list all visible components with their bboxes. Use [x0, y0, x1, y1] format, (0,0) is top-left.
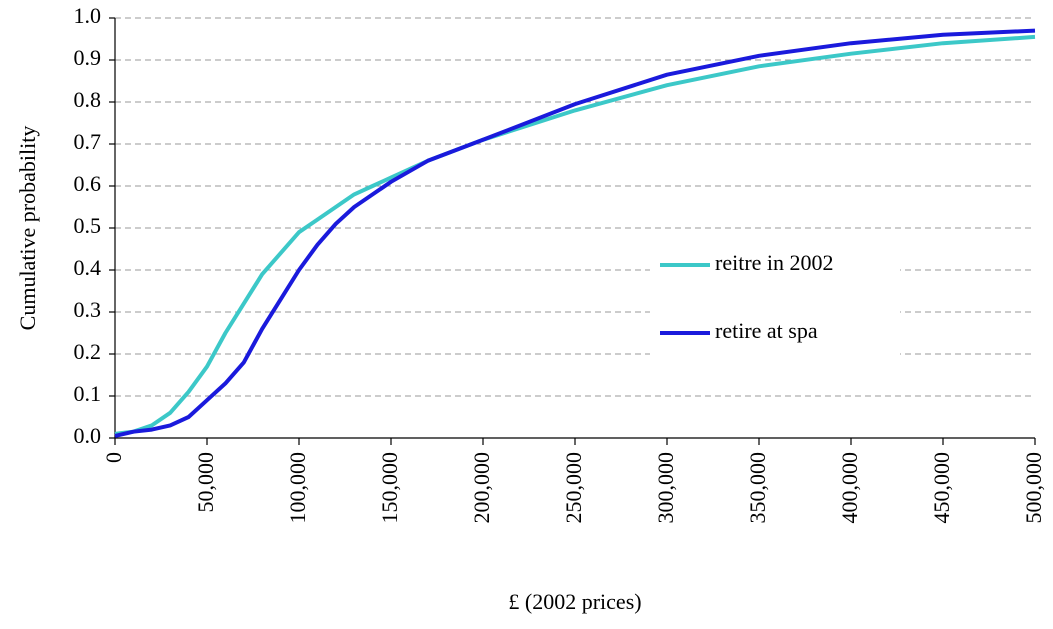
- x-tick-label: 100,000: [285, 452, 310, 524]
- legend-label: reitre in 2002: [715, 250, 834, 275]
- y-tick-label: 0.8: [74, 87, 102, 112]
- legend-background: [650, 232, 900, 367]
- x-tick-label: 0: [101, 452, 126, 463]
- y-tick-label: 0.3: [74, 297, 102, 322]
- series-line: [114, 28, 1036, 438]
- x-tick-label: 400,000: [837, 452, 862, 524]
- y-tick-label: 0.6: [74, 171, 102, 196]
- y-tick-label: 1.0: [74, 3, 102, 28]
- x-axis-title: £ (2002 prices): [508, 589, 641, 614]
- y-tick-label: 0.1: [74, 381, 102, 406]
- x-tick-label: 300,000: [653, 452, 678, 524]
- series-line: [114, 34, 1036, 436]
- x-tick-label: 250,000: [561, 452, 586, 524]
- x-tick-label: 450,000: [929, 452, 954, 524]
- y-tick-label: 0.5: [74, 213, 102, 238]
- y-tick-label: 0.4: [74, 255, 102, 280]
- x-tick-label: 150,000: [377, 452, 402, 524]
- y-tick-label: 0.9: [74, 45, 102, 70]
- x-tick-label: 50,000: [193, 452, 218, 513]
- x-tick-label: 500,000: [1021, 452, 1046, 524]
- y-tick-label: 0.2: [74, 339, 102, 364]
- legend-label: retire at spa: [715, 318, 818, 343]
- x-tick-label: 200,000: [469, 452, 494, 524]
- y-tick-label: 0.0: [74, 423, 102, 448]
- x-tick-label: 350,000: [745, 452, 770, 524]
- y-tick-label: 0.7: [74, 129, 102, 154]
- y-axis-title: Cumulative probability: [15, 126, 40, 331]
